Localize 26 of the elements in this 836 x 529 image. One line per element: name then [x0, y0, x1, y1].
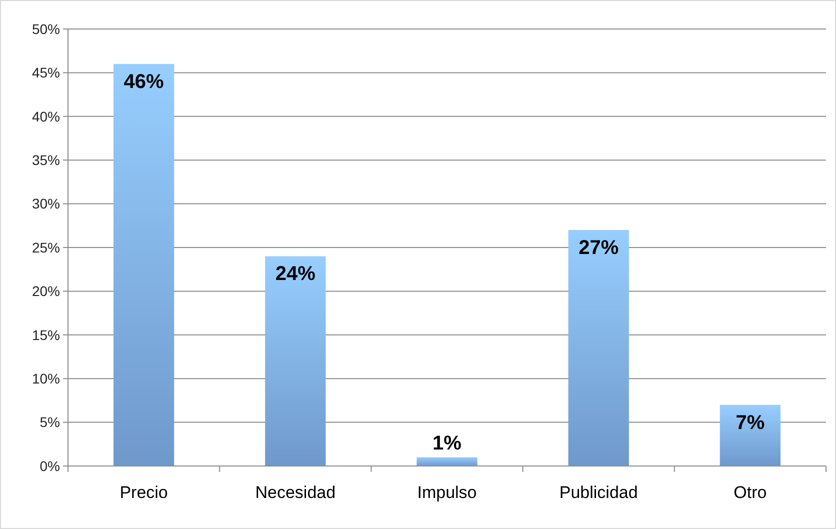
data-label: 7% [736, 412, 765, 434]
y-tick-label: 35% [32, 152, 60, 168]
y-tick-label: 30% [32, 196, 60, 212]
bar [416, 457, 478, 466]
y-tick-label: 45% [32, 64, 60, 81]
y-tick-label: 50% [32, 20, 60, 37]
y-tick-label: 15% [32, 326, 60, 343]
data-label: 24% [275, 263, 316, 286]
bar [568, 230, 629, 466]
x-tick-label: Precio [120, 483, 168, 502]
x-tick-label: Necesidad [255, 483, 336, 502]
bar [265, 256, 326, 466]
y-tick-label: 40% [32, 108, 60, 124]
y-tick-label: 5% [40, 414, 60, 430]
y-tick-label: 25% [32, 239, 60, 256]
x-tick-label: Publicidad [559, 483, 638, 502]
data-label: 1% [432, 432, 462, 454]
x-tick-label: Otro [734, 483, 767, 502]
y-tick-label: 10% [32, 370, 60, 386]
data-label: 46% [124, 70, 164, 93]
bar [113, 64, 174, 466]
y-tick-label: 20% [32, 283, 60, 300]
y-tick-label: 0% [40, 458, 60, 474]
data-label: 27% [578, 237, 619, 260]
bar [720, 404, 781, 466]
x-tick-label: Impulso [417, 483, 477, 502]
